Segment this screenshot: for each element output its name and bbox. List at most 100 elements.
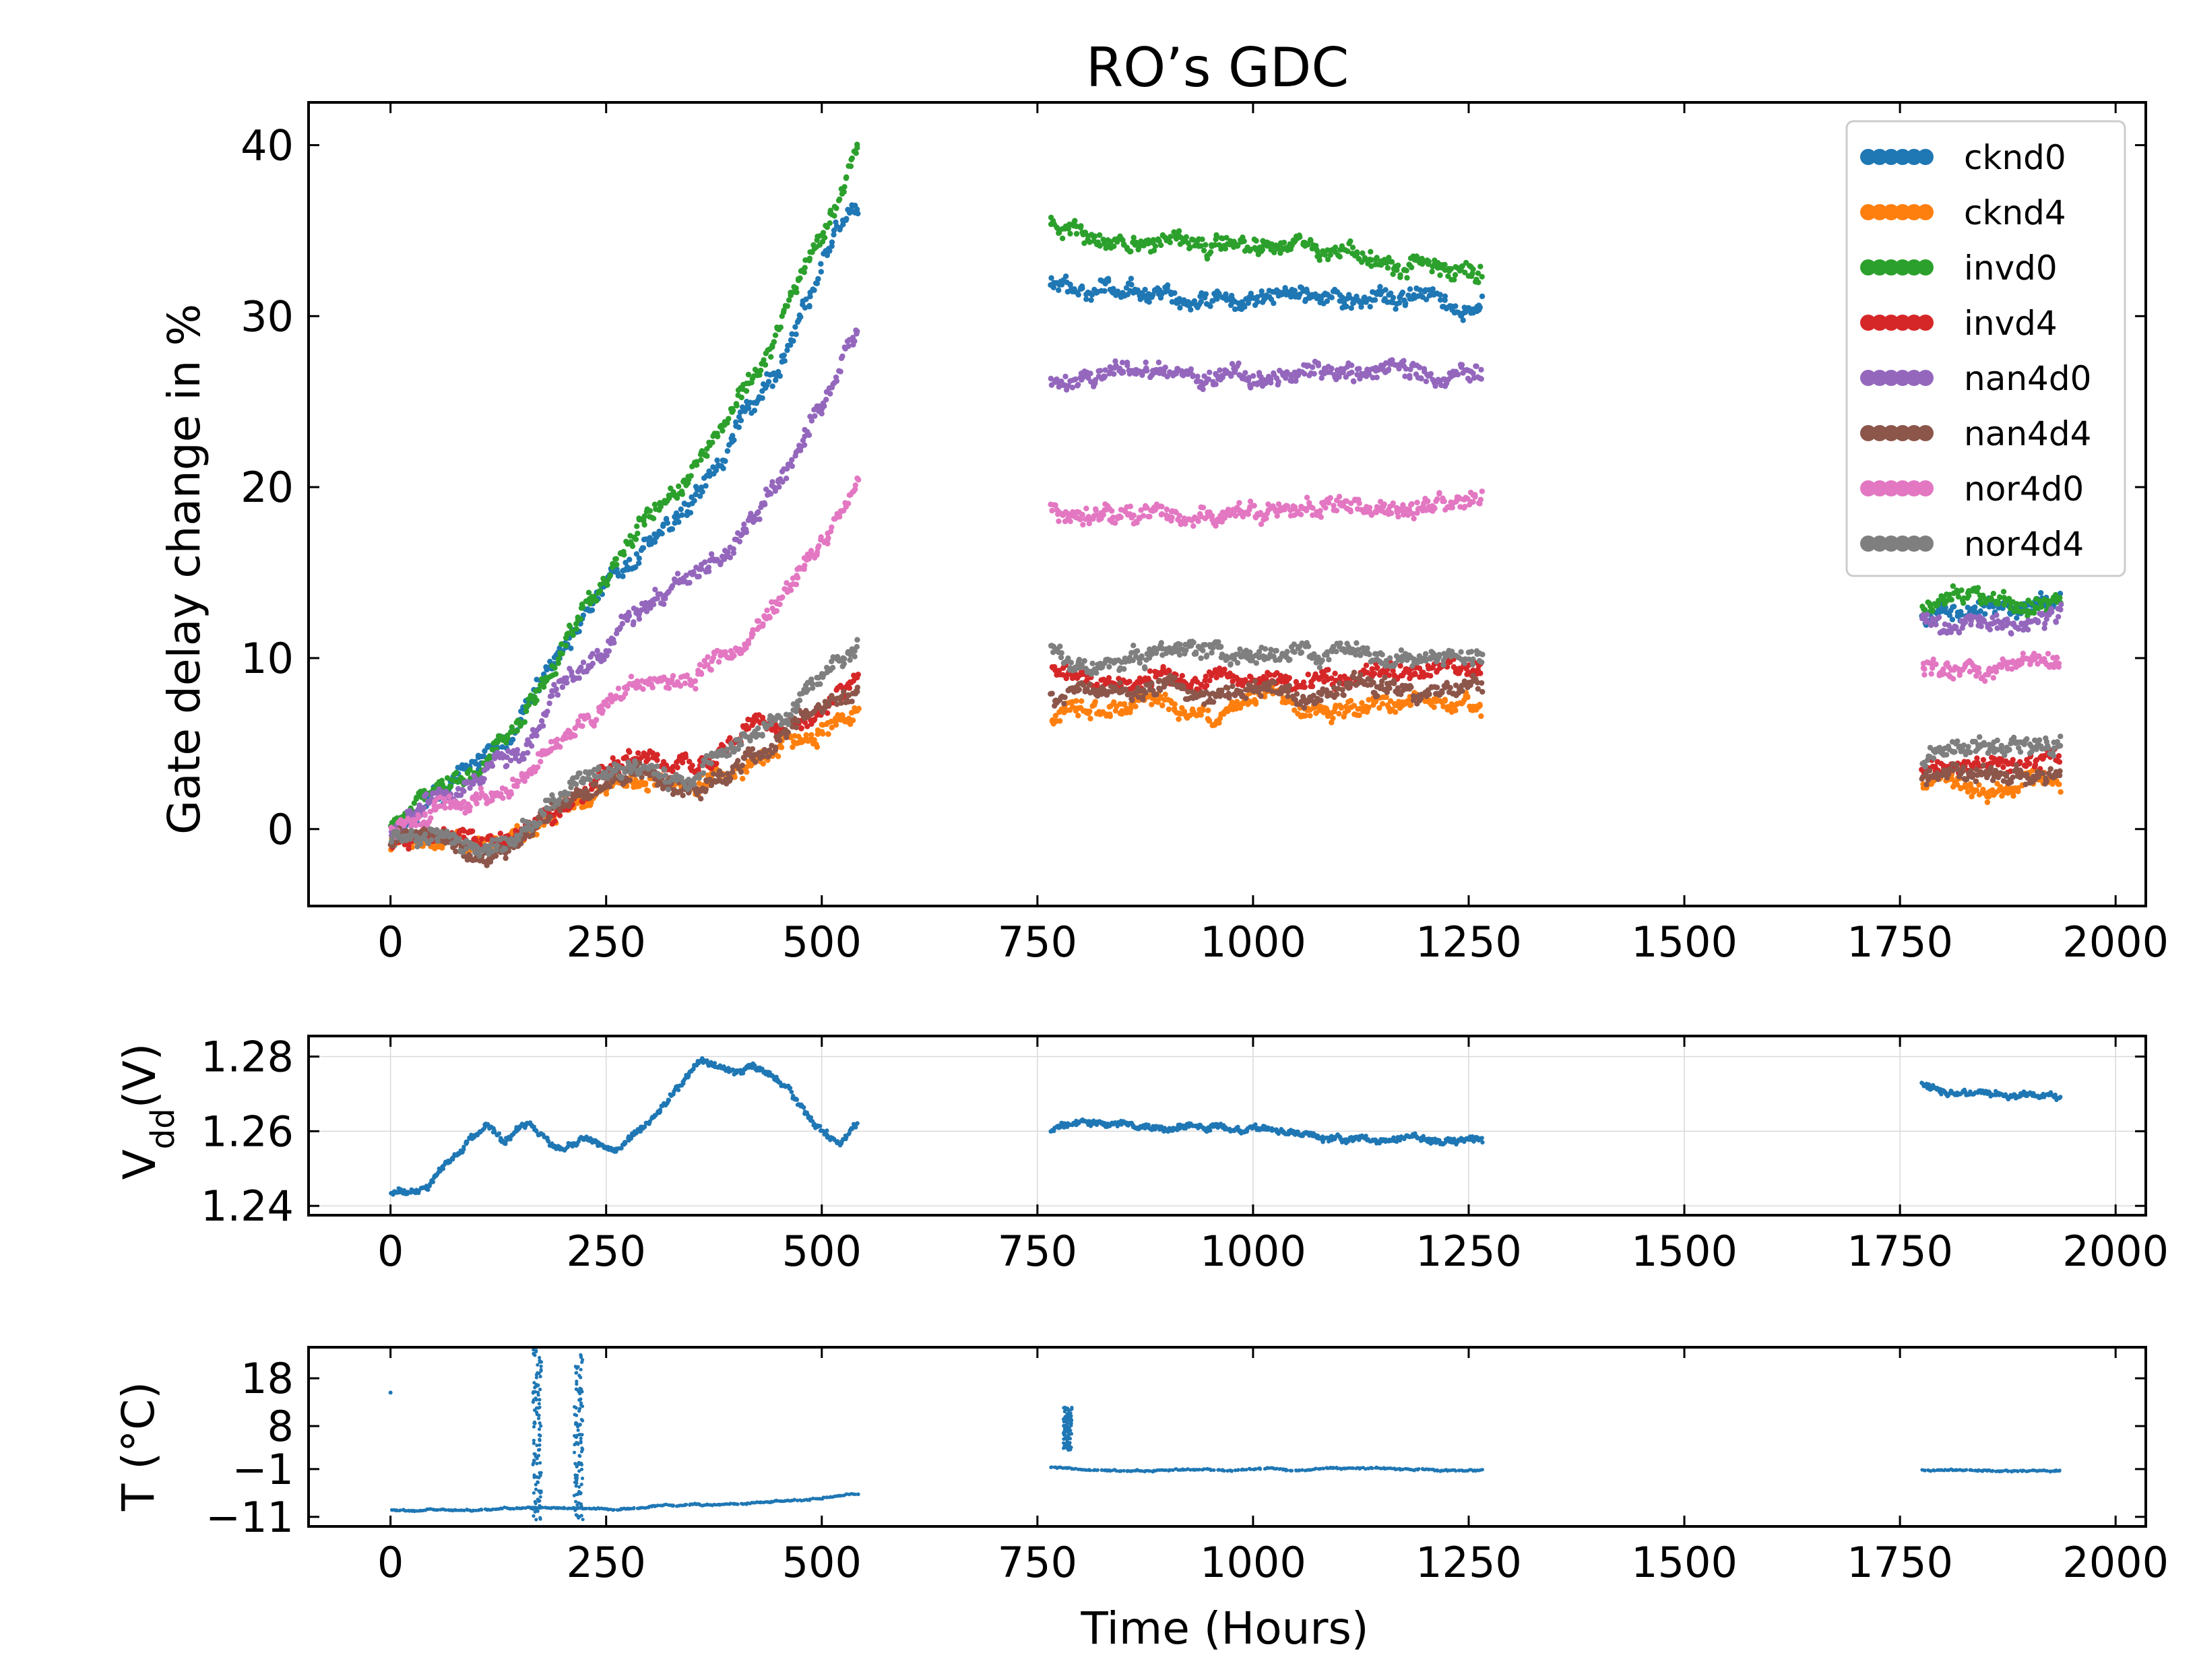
gdc-point-nan4d0 bbox=[1994, 625, 2000, 631]
gdc-point-cknd4 bbox=[587, 802, 594, 808]
gdc-point-invd0 bbox=[1995, 601, 2002, 607]
gdc-point-cknd0 bbox=[1079, 285, 1085, 292]
gdc-point-cknd4 bbox=[1347, 698, 1354, 704]
gdc-point-invd0 bbox=[414, 794, 420, 801]
gdc-point-nor4d0 bbox=[515, 778, 521, 785]
gdc-point-cknd0 bbox=[631, 564, 637, 571]
gdc-point-invd0 bbox=[784, 303, 790, 309]
gdc-point-nan4d0 bbox=[630, 621, 637, 628]
gdc-point-cknd0 bbox=[794, 319, 801, 325]
gdc-point-cknd0 bbox=[1977, 608, 1983, 614]
gdc-point-cknd0 bbox=[1177, 304, 1183, 311]
gdc-point-nan4d4 bbox=[794, 717, 800, 724]
gdc-point-cknd4 bbox=[1073, 698, 1079, 704]
gdc-point-cknd0 bbox=[547, 658, 553, 665]
gdc-point-nan4d0 bbox=[1971, 614, 1977, 620]
gdc-point-cknd0 bbox=[737, 409, 744, 416]
gdc-point-nor4d0 bbox=[442, 805, 448, 811]
gdc-point-nan4d4 bbox=[1252, 678, 1259, 684]
gdc-point-cknd0 bbox=[1245, 300, 1252, 306]
gdc-point-nan4d4 bbox=[1950, 767, 1956, 774]
gdc-point-cknd0 bbox=[691, 498, 697, 504]
gdc-point-nan4d0 bbox=[727, 554, 734, 560]
gdc-point-invd4 bbox=[1305, 672, 1311, 678]
gdc-point-nan4d4 bbox=[1312, 701, 1318, 707]
gdc-point-invd0 bbox=[1966, 593, 1972, 599]
gdc-point-invd0 bbox=[1316, 257, 1323, 263]
gdc-point-invd0 bbox=[841, 184, 848, 190]
gdc-point-cknd4 bbox=[829, 724, 835, 731]
gdc-point-invd0 bbox=[514, 728, 520, 734]
gdc-point-cknd0 bbox=[1407, 286, 1413, 292]
gdc-point-nan4d0 bbox=[741, 521, 747, 527]
gdc-point-invd0 bbox=[621, 552, 627, 558]
gdc-point-nan4d4 bbox=[2043, 779, 2049, 785]
gdc-point-nan4d0 bbox=[650, 602, 657, 608]
gdc-point-nan4d0 bbox=[1304, 363, 1310, 369]
gdc-point-nor4d0 bbox=[538, 758, 544, 765]
gdc-point-nan4d4 bbox=[1294, 691, 1300, 697]
gdc-point-nan4d0 bbox=[514, 747, 521, 753]
gdc-point-cknd0 bbox=[1271, 300, 1277, 306]
gdc-point-nor4d0 bbox=[401, 822, 407, 829]
gdc-point-nan4d0 bbox=[1087, 370, 1093, 377]
gdc-point-nan4d0 bbox=[1407, 375, 1413, 381]
gdc-point-invd0 bbox=[555, 660, 561, 666]
gdc-point-nan4d4 bbox=[1300, 694, 1306, 700]
gdc-point-invd0 bbox=[1304, 240, 1310, 247]
gdc-point-invd0 bbox=[559, 641, 565, 647]
gdc-point-cknd0 bbox=[679, 512, 685, 518]
gdc-point-invd4 bbox=[1428, 673, 1434, 679]
gdc-point-nan4d0 bbox=[1155, 359, 1162, 366]
gdc-point-invd0 bbox=[1096, 232, 1103, 238]
gdc-point-nan4d4 bbox=[1945, 771, 1952, 778]
gdc-point-cknd0 bbox=[1390, 294, 1397, 301]
gdc-point-cknd0 bbox=[1214, 296, 1220, 302]
gdc-point-cknd0 bbox=[1442, 293, 1448, 299]
gdc-point-cknd0 bbox=[818, 269, 825, 275]
gdc-point-nan4d4 bbox=[1459, 688, 1465, 694]
gdc-point-nan4d0 bbox=[534, 732, 540, 739]
gdc-point-nor4d0 bbox=[600, 707, 606, 714]
gdc-point-cknd0 bbox=[1135, 287, 1141, 293]
gdc-point-nan4d4 bbox=[753, 758, 759, 765]
gdc-point-nan4d0 bbox=[696, 573, 702, 579]
gdc-point-nan4d0 bbox=[674, 571, 681, 577]
gdc-point-invd0 bbox=[1128, 249, 1134, 255]
gdc-point-nan4d0 bbox=[611, 640, 617, 646]
gdc-point-invd0 bbox=[1054, 224, 1060, 230]
gdc-point-nan4d0 bbox=[1161, 366, 1168, 372]
gdc-point-cknd4 bbox=[1465, 693, 1471, 700]
gdc-point-cknd4 bbox=[644, 787, 650, 794]
gdc-point-nan4d0 bbox=[661, 601, 667, 608]
gdc-point-nan4d0 bbox=[576, 675, 582, 681]
gdc-point-nan4d4 bbox=[1926, 768, 1933, 774]
gdc-point-nan4d0 bbox=[606, 648, 612, 654]
gdc-point-cknd4 bbox=[1091, 700, 1097, 707]
gdc-point-nor4d0 bbox=[579, 723, 585, 730]
gdc-point-nan4d4 bbox=[1382, 674, 1388, 680]
gdc-point-nan4d0 bbox=[1389, 357, 1395, 363]
gdc-point-invd0 bbox=[587, 601, 594, 607]
gdc-point-nan4d4 bbox=[1358, 672, 1364, 678]
gdc-point-cknd4 bbox=[1478, 713, 1484, 719]
gdc-point-invd0 bbox=[709, 439, 715, 446]
gdc-point-nan4d0 bbox=[1350, 378, 1357, 384]
gdc-point-invd4 bbox=[654, 757, 660, 763]
gdc-point-nan4d0 bbox=[2015, 626, 2022, 632]
gdc-point-invd0 bbox=[714, 433, 721, 440]
gdc-point-cknd4 bbox=[808, 732, 815, 738]
gdc-point-invd0 bbox=[821, 234, 828, 240]
gdc-point-invd4 bbox=[470, 828, 476, 835]
gdc-point-cknd0 bbox=[1089, 292, 1095, 298]
gdc-point-nan4d0 bbox=[823, 397, 829, 403]
gdc-point-cknd0 bbox=[714, 457, 720, 463]
gdc-point-nan4d0 bbox=[664, 590, 671, 596]
gdc-point-cknd0 bbox=[1982, 611, 1988, 617]
gdc-point-invd0 bbox=[793, 285, 799, 291]
gdc-point-invd4 bbox=[1332, 670, 1338, 676]
gdc-point-invd4 bbox=[497, 831, 503, 837]
gdc-point-cknd0 bbox=[636, 555, 642, 561]
gdc-point-nan4d0 bbox=[521, 756, 527, 762]
gdc-point-cknd0 bbox=[1437, 297, 1444, 303]
